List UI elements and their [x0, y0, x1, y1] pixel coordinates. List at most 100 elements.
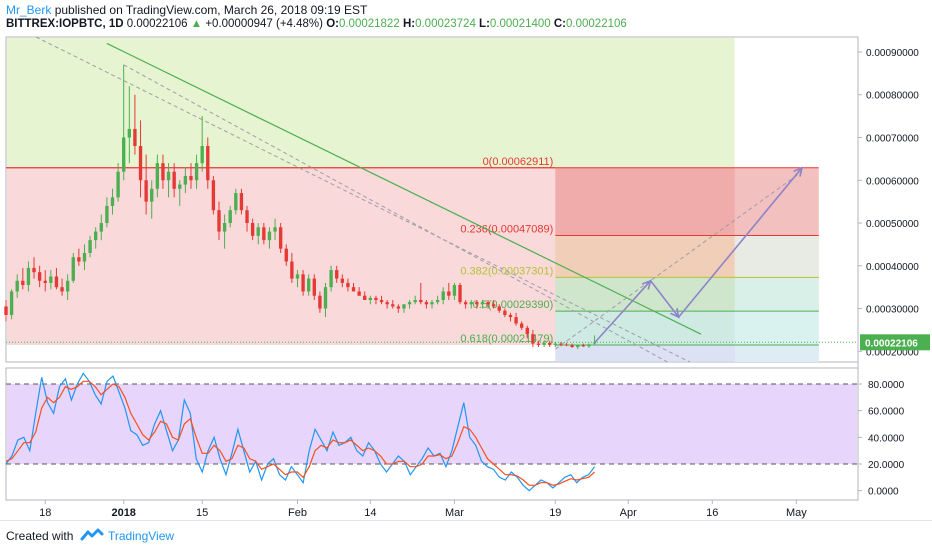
low-value: 0.00021400 [489, 18, 551, 30]
candle-body [183, 175, 188, 185]
fib-box-right [734, 235, 819, 362]
candle-body [441, 291, 445, 300]
candle-body [189, 175, 193, 181]
time-tick-label: 16 [706, 507, 718, 519]
candle-body [357, 291, 361, 296]
candle-body [514, 317, 518, 324]
last-price-badge [860, 334, 930, 351]
high-label: H: [402, 18, 416, 30]
candle-body [105, 205, 109, 224]
dashed-trendline-c [555, 171, 803, 350]
candle-body [133, 128, 137, 147]
candle-body [138, 146, 143, 181]
candle-body [4, 306, 8, 315]
price-tick-label: 0.00020000 [866, 347, 919, 358]
candle-body [301, 274, 305, 292]
candle-body [548, 342, 552, 345]
price-tick-label: 0.00070000 [866, 133, 919, 144]
candle-body [77, 257, 81, 262]
candle-body [385, 302, 389, 305]
candle-body [531, 334, 535, 344]
candle-body [155, 163, 160, 189]
candle-body [351, 287, 356, 292]
candle-body [592, 342, 597, 344]
candle-body [391, 304, 395, 307]
candle-body [435, 299, 440, 303]
published-text: published on TradingView.com, March 26, … [54, 3, 368, 17]
candle-body [525, 327, 529, 335]
candle-body [491, 304, 496, 307]
last-price: 0.00022106 [126, 18, 188, 30]
candle-body [323, 287, 328, 309]
chart-canvas[interactable]: 0(0.00062911)0.236(0.00047089)0.382(0.00… [0, 0, 932, 520]
candle-body [430, 302, 434, 305]
candle-body [508, 314, 513, 318]
candle-body [43, 280, 47, 283]
candle-body [329, 270, 333, 288]
change-value: +0.00000947 (+4.48%) [205, 18, 323, 30]
candle-body [178, 184, 182, 189]
rsi-tick-label: 60.0000 [868, 407, 905, 418]
time-tick-label: Feb [288, 507, 307, 519]
candle-body [200, 146, 204, 164]
rsi-pane[interactable] [5, 367, 859, 501]
time-tick-label: 14 [364, 507, 376, 519]
candle-body [587, 344, 591, 347]
candle-body [576, 345, 580, 348]
rsi-tick-label: 40.0000 [868, 433, 905, 444]
candle-body [419, 299, 423, 303]
candle-body [318, 295, 322, 309]
candle-body [340, 278, 344, 283]
arrow-head [670, 308, 680, 319]
candle-body [222, 223, 227, 232]
candle-body [37, 272, 42, 281]
candle-body [363, 295, 367, 300]
candle-body [217, 210, 221, 232]
candle-body [60, 287, 64, 292]
price-tick-label: 0.00030000 [866, 305, 919, 316]
candle-body [15, 280, 19, 292]
candle-body [307, 278, 311, 292]
candle-body [447, 291, 451, 296]
candle-body [407, 302, 412, 305]
open-value: 0.00021822 [338, 18, 400, 30]
candle-body [211, 180, 216, 211]
author-link[interactable]: Mr_Berk [6, 3, 52, 17]
time-tick-label: May [786, 507, 807, 519]
green-trendline [106, 42, 702, 335]
candle-body [553, 343, 557, 345]
candle-body [110, 197, 115, 206]
candle-body [368, 297, 373, 300]
time-tick-label: Apr [620, 507, 637, 519]
fib-label: 0(0.00062911) [483, 156, 554, 168]
candle-body [228, 210, 232, 224]
symbol-label: BITTREX:IOPBTC, 1D [6, 18, 124, 30]
high-value: 0.00023724 [415, 18, 476, 30]
close-value: 0.00022106 [566, 18, 627, 30]
candle-body [94, 231, 98, 241]
candle-body [99, 223, 103, 232]
candle-body [290, 261, 294, 279]
open-label: O: [326, 18, 339, 30]
ohlc-line: BITTREX:IOPBTC, 1D 0.00022106 ▲ +0.00000… [6, 18, 627, 30]
price-tick-label: 0.00080000 [866, 91, 919, 102]
candle-body [273, 227, 277, 232]
candle-body [503, 310, 507, 315]
fib-zone-upper [7, 38, 735, 168]
candle-body [295, 274, 300, 279]
candle-body [520, 323, 524, 328]
candle-body [335, 270, 339, 279]
candle-body [65, 280, 70, 292]
candle-body [564, 344, 569, 346]
candle-body [245, 210, 249, 224]
candle-body [469, 302, 473, 305]
candle-body [144, 180, 148, 202]
candle-body [127, 128, 131, 138]
candle-body [452, 285, 457, 296]
tradingview-logo-icon [80, 528, 104, 541]
price-pane[interactable]: 0(0.00062911)0.236(0.00047089)0.382(0.00… [4, 36, 859, 363]
candle-body [346, 282, 350, 288]
candle-body [172, 171, 176, 189]
tradingview-brand[interactable]: TradingView [108, 529, 175, 543]
arrow-head [641, 279, 652, 290]
